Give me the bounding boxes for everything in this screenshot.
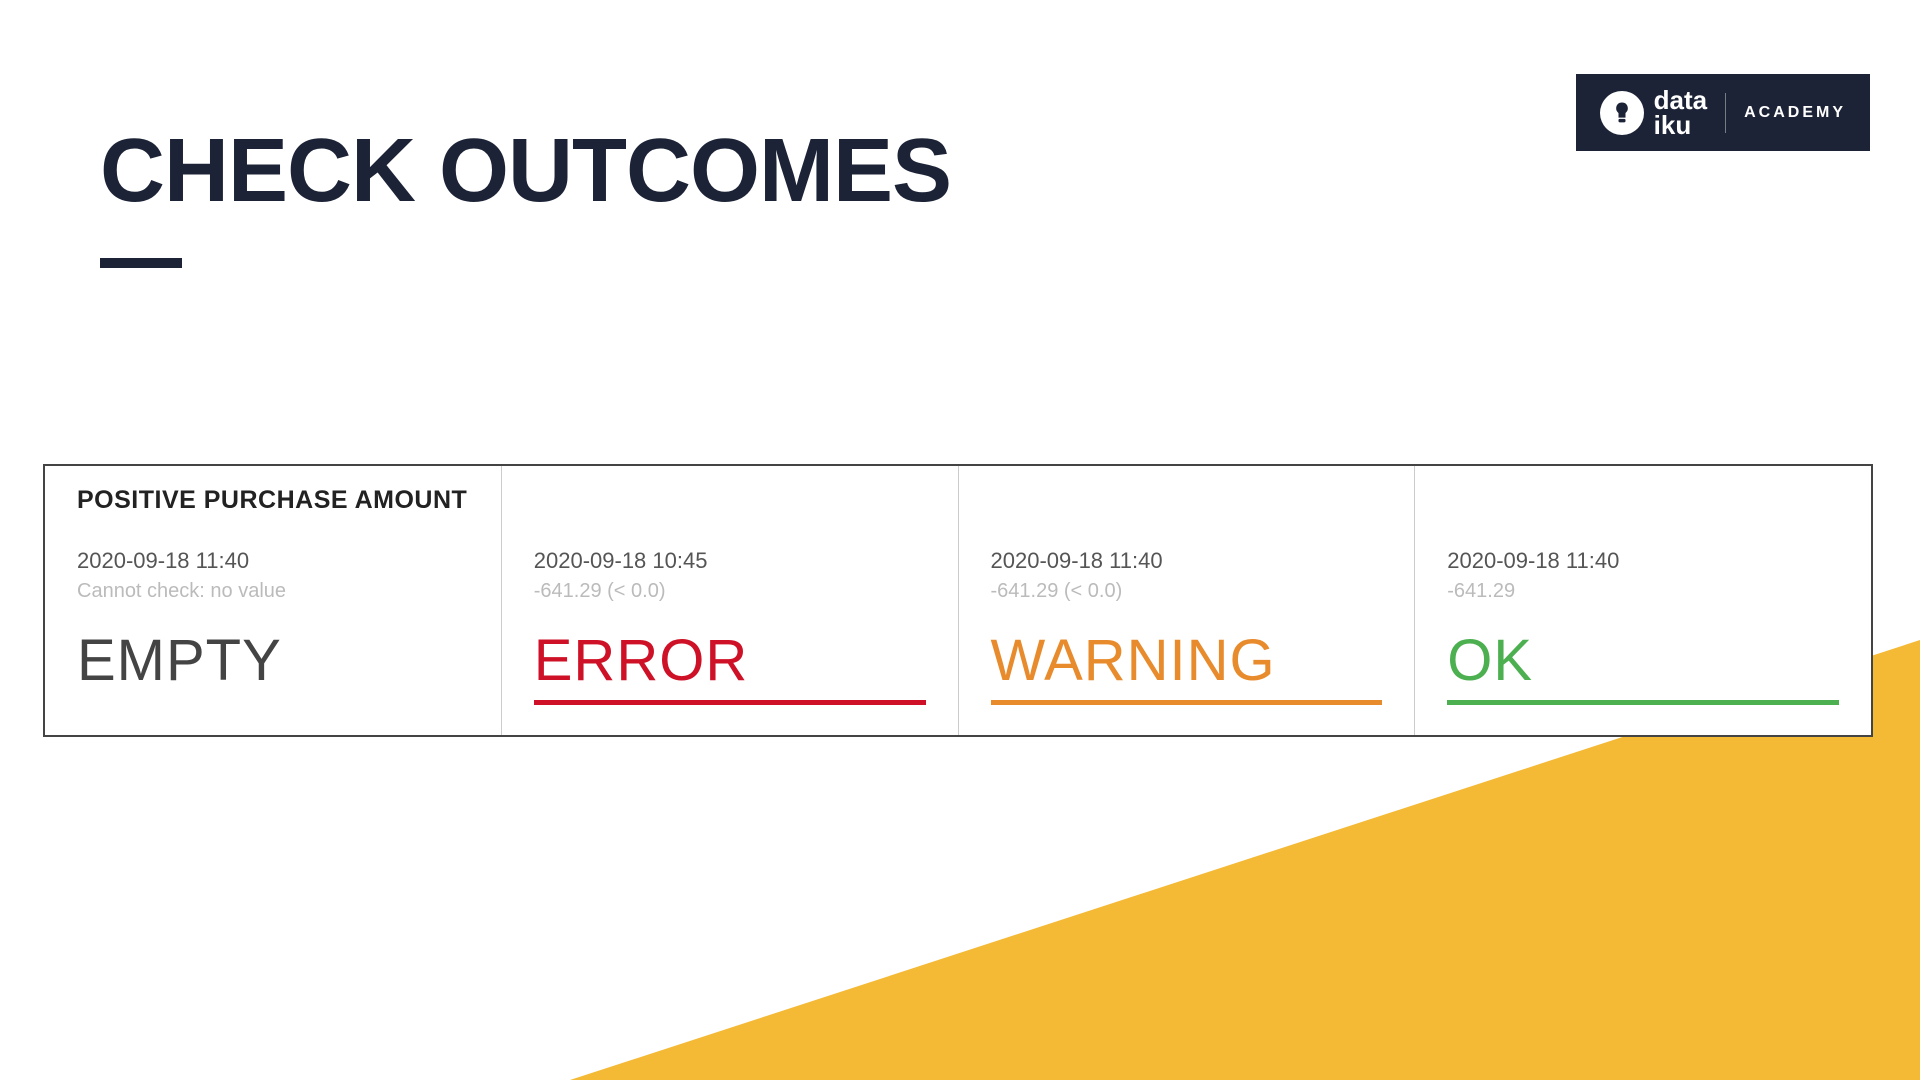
panel-heading-spacer: [991, 486, 1383, 516]
brand-badge: data iku ACADEMY: [1576, 74, 1870, 151]
status-empty: EMPTY: [77, 627, 282, 696]
brand-name-line1: data: [1654, 88, 1707, 113]
outcomes-panel: POSITIVE PURCHASE AMOUNT 2020-09-18 11:4…: [43, 464, 1873, 737]
brand-sub: ACADEMY: [1744, 104, 1846, 122]
cell-timestamp: 2020-09-18 10:45: [534, 548, 926, 574]
page-title: CHECK OUTCOMES: [100, 120, 951, 223]
status-ok: OK: [1447, 627, 1533, 696]
cell-detail: -641.29 (< 0.0): [991, 580, 1383, 603]
cell-timestamp: 2020-09-18 11:40: [1447, 548, 1839, 574]
status-underline: [1447, 700, 1839, 705]
brand-divider: [1725, 93, 1726, 133]
cell-detail: -641.29 (< 0.0): [534, 580, 926, 603]
brand-name-line2: iku: [1654, 113, 1707, 138]
outcome-cell-ok: 2020-09-18 11:40 -641.29 OK: [1415, 466, 1871, 735]
outcome-cell-empty: POSITIVE PURCHASE AMOUNT 2020-09-18 11:4…: [45, 466, 502, 735]
brand-name: data iku: [1654, 88, 1707, 137]
panel-heading-spacer: [1447, 486, 1839, 516]
status-underline: [534, 700, 926, 705]
status-warning: WARNING: [991, 627, 1276, 696]
status-error: ERROR: [534, 627, 748, 696]
outcome-cell-warning: 2020-09-18 11:40 -641.29 (< 0.0) WARNING: [959, 466, 1416, 735]
status-underline: [991, 700, 1383, 705]
title-underline: [100, 258, 182, 268]
brand-icon: [1600, 91, 1644, 135]
panel-heading-spacer: [534, 486, 926, 516]
outcome-cell-error: 2020-09-18 10:45 -641.29 (< 0.0) ERROR: [502, 466, 959, 735]
panel-heading: POSITIVE PURCHASE AMOUNT: [77, 486, 469, 516]
cell-timestamp: 2020-09-18 11:40: [77, 548, 469, 574]
cell-detail: Cannot check: no value: [77, 580, 469, 603]
cell-timestamp: 2020-09-18 11:40: [991, 548, 1383, 574]
cell-detail: -641.29: [1447, 580, 1839, 603]
brand-logo: data iku: [1600, 88, 1707, 137]
